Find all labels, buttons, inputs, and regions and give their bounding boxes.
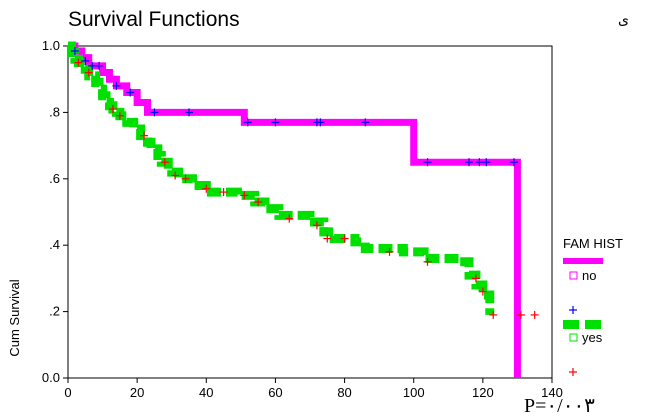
x-tick-label: 100 xyxy=(403,385,425,400)
censor-mark-no xyxy=(482,158,491,167)
censor-mark-no xyxy=(95,61,104,70)
censor-mark-yes xyxy=(160,158,169,167)
p-value-annotation: P=۰/۰۰۳ xyxy=(524,395,595,417)
censor-mark-yes xyxy=(385,247,394,256)
censor-mark-yes xyxy=(323,234,332,243)
y-axis: 0.0 .2 .4 .6 .8 1.0 xyxy=(42,38,68,385)
x-tick-label: 120 xyxy=(472,385,494,400)
legend-title: FAM HIST xyxy=(563,236,623,251)
censor-mark-no xyxy=(88,61,97,70)
censor-mark-yes xyxy=(140,131,149,140)
censor-mark-no xyxy=(271,118,280,127)
censor-mark-no xyxy=(185,108,193,117)
censor-mark-yes xyxy=(340,234,349,243)
censor-mark-yes xyxy=(219,188,228,197)
censor-mark-yes xyxy=(115,111,124,120)
censor-mark-no xyxy=(70,46,79,55)
x-tick-label: 20 xyxy=(130,385,144,400)
y-axis-label: Cum Survival xyxy=(7,279,22,356)
censor-mark-no xyxy=(423,158,432,167)
censor-mark-no xyxy=(316,118,325,127)
censor-mark-no xyxy=(126,88,135,97)
censor-mark-yes xyxy=(478,287,487,296)
x-tick-label: 80 xyxy=(337,385,351,400)
y-tick-label: 1.0 xyxy=(42,38,60,53)
censor-mark-no xyxy=(475,158,484,167)
censor-mark-yes xyxy=(74,58,83,67)
legend-line-no xyxy=(563,258,603,264)
censor-mark-no xyxy=(361,118,370,127)
censor-mark-yes xyxy=(489,310,498,319)
censor-mark-no xyxy=(465,158,474,167)
censor-mark-no xyxy=(112,81,121,90)
censor-mark-yes xyxy=(471,274,480,283)
x-tick-label: 60 xyxy=(268,385,282,400)
legend-label-no: no xyxy=(582,268,596,283)
legend-marker-no xyxy=(569,271,578,280)
corner-mark: ی xyxy=(618,12,629,28)
censor-mark-yes xyxy=(108,105,117,114)
censor-mark-yes xyxy=(516,310,525,319)
censor-mark-yes xyxy=(171,171,180,180)
censor-mark-yes xyxy=(84,68,93,77)
x-tick-label: 140 xyxy=(541,385,563,400)
y-tick-label: .2 xyxy=(49,304,60,319)
x-axis: 0 20 40 60 80 100 120 140 xyxy=(64,378,563,400)
censor-mark-yes xyxy=(530,310,539,319)
legend: FAM HIST no yes xyxy=(563,236,623,376)
censor-mark-yes xyxy=(423,257,432,266)
legend-marker-yes xyxy=(569,333,578,342)
y-tick-label: .4 xyxy=(49,237,60,252)
censor-mark-yes xyxy=(181,174,190,183)
censor-mark-yes xyxy=(254,198,263,207)
y-tick-label: .6 xyxy=(49,171,60,186)
censor-mark-no xyxy=(81,56,90,65)
legend-censor-no xyxy=(569,306,577,314)
censor-mark-yes xyxy=(240,191,249,200)
x-tick-label: 40 xyxy=(199,385,213,400)
y-tick-label: 0.0 xyxy=(42,370,60,385)
chart-title: Survival Functions xyxy=(68,8,240,31)
censor-mark-no xyxy=(509,158,518,167)
y-tick-label: .8 xyxy=(49,104,60,119)
censor-mark-yes xyxy=(202,184,211,193)
censor-mark-no xyxy=(243,118,252,127)
legend-line-yes xyxy=(563,320,579,329)
censor-mark-no xyxy=(150,108,159,117)
legend-censor-yes xyxy=(569,368,577,376)
censor-mark-yes xyxy=(312,221,321,230)
legend-label-yes: yes xyxy=(582,330,603,345)
censor-mark-yes xyxy=(285,214,294,223)
legend-line-yes xyxy=(585,320,601,329)
x-tick-label: 0 xyxy=(64,385,71,400)
series-layer xyxy=(66,41,539,378)
